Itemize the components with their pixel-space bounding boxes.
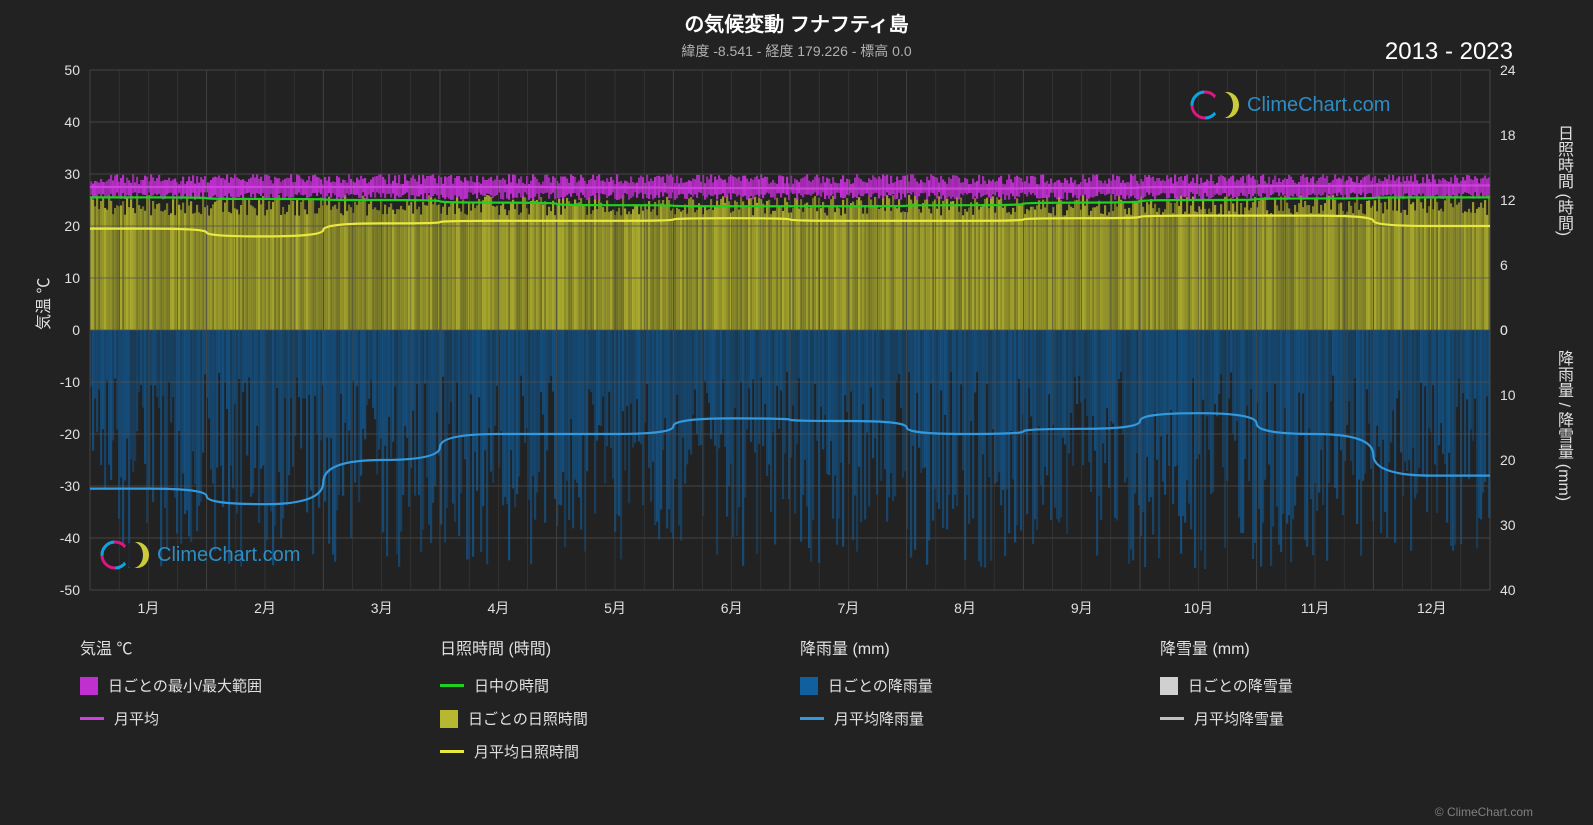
legend-header: 降雪量 (mm) <box>1160 635 1520 659</box>
legend-column: 降雨量 (mm) 日ごとの降雨量月平均降雨量 <box>800 635 1160 762</box>
left-axis-label: 気温 ℃ <box>30 278 54 330</box>
legend-label: 月平均 <box>114 708 159 729</box>
svg-text:0: 0 <box>1500 322 1508 338</box>
x-axis-month-label: 5月 <box>557 598 674 618</box>
legend-swatch <box>440 750 464 753</box>
svg-text:12: 12 <box>1500 192 1516 208</box>
x-axis-month-label: 12月 <box>1373 598 1490 618</box>
legend-column: 日照時間 (時間) 日中の時間日ごとの日照時間月平均日照時間 <box>440 635 800 762</box>
legend-header: 降雨量 (mm) <box>800 635 1160 659</box>
x-axis-month-label: 1月 <box>90 598 207 618</box>
legend-header: 気温 ℃ <box>80 635 440 659</box>
legend-label: 月平均降雨量 <box>834 708 924 729</box>
x-axis-month-label: 2月 <box>207 598 324 618</box>
legend-swatch <box>1160 717 1184 720</box>
legend-item: 月平均降雪量 <box>1160 708 1520 729</box>
x-axis-month-label: 6月 <box>673 598 790 618</box>
legend-swatch <box>80 677 98 695</box>
legend-swatch <box>440 684 464 687</box>
svg-text:-50: -50 <box>60 582 80 598</box>
legend: 気温 ℃ 日ごとの最小/最大範囲月平均 日照時間 (時間) 日中の時間日ごとの日照時間… <box>80 635 1520 762</box>
legend-item: 日ごとの日照時間 <box>440 708 800 729</box>
legend-label: 日中の時間 <box>474 675 549 696</box>
x-axis-month-label: 4月 <box>440 598 557 618</box>
legend-item: 日中の時間 <box>440 675 800 696</box>
legend-swatch <box>800 677 818 695</box>
svg-text:18: 18 <box>1500 127 1516 143</box>
x-axis-month-label: 7月 <box>790 598 907 618</box>
x-axis-month-label: 3月 <box>323 598 440 618</box>
legend-label: 日ごとの降雨量 <box>828 675 933 696</box>
svg-text:-40: -40 <box>60 530 80 546</box>
svg-text:24: 24 <box>1500 62 1516 78</box>
right-axis-bottom-label: 降雨量 / 降雪量 (mm) <box>1551 350 1575 501</box>
chart-title: の気候変動 フナフティ島 <box>0 0 1593 37</box>
x-axis-labels: 1月2月3月4月5月6月7月8月9月10月11月12月 <box>90 598 1490 618</box>
year-range: 2013 - 2023 <box>1385 38 1513 66</box>
legend-label: 月平均降雪量 <box>1194 708 1284 729</box>
legend-column: 降雪量 (mm) 日ごとの降雪量月平均降雪量 <box>1160 635 1520 762</box>
right-axis-top-label: 日照時間 (時間) <box>1551 125 1575 236</box>
svg-text:0: 0 <box>72 322 80 338</box>
chart-svg: -50-40-30-20-100102030405006121824010203… <box>90 70 1490 590</box>
svg-text:6: 6 <box>1500 257 1508 273</box>
svg-text:ClimeChart.com: ClimeChart.com <box>1247 94 1390 116</box>
legend-column: 気温 ℃ 日ごとの最小/最大範囲月平均 <box>80 635 440 762</box>
legend-swatch <box>80 717 104 720</box>
legend-label: 日ごとの日照時間 <box>468 708 588 729</box>
legend-item: 月平均降雨量 <box>800 708 1160 729</box>
svg-text:-10: -10 <box>60 374 80 390</box>
legend-item: 日ごとの降雨量 <box>800 675 1160 696</box>
legend-swatch <box>1160 677 1178 695</box>
legend-swatch <box>800 717 824 720</box>
svg-text:30: 30 <box>1500 517 1516 533</box>
svg-text:-20: -20 <box>60 426 80 442</box>
legend-label: 日ごとの降雪量 <box>1188 675 1293 696</box>
svg-text:20: 20 <box>64 218 80 234</box>
legend-label: 月平均日照時間 <box>474 741 579 762</box>
copyright: © ClimeChart.com <box>1435 805 1533 819</box>
svg-text:20: 20 <box>1500 452 1516 468</box>
legend-item: 日ごとの最小/最大範囲 <box>80 675 440 696</box>
svg-text:30: 30 <box>64 166 80 182</box>
plot-area: -50-40-30-20-100102030405006121824010203… <box>90 70 1490 590</box>
svg-text:10: 10 <box>64 270 80 286</box>
x-axis-month-label: 8月 <box>907 598 1024 618</box>
svg-text:40: 40 <box>64 114 80 130</box>
legend-label: 日ごとの最小/最大範囲 <box>108 675 262 696</box>
svg-text:40: 40 <box>1500 582 1516 598</box>
svg-text:ClimeChart.com: ClimeChart.com <box>157 544 300 566</box>
x-axis-month-label: 10月 <box>1140 598 1257 618</box>
legend-swatch <box>440 710 458 728</box>
legend-item: 月平均 <box>80 708 440 729</box>
x-axis-month-label: 9月 <box>1023 598 1140 618</box>
legend-item: 月平均日照時間 <box>440 741 800 762</box>
legend-header: 日照時間 (時間) <box>440 635 800 659</box>
legend-item: 日ごとの降雪量 <box>1160 675 1520 696</box>
svg-text:10: 10 <box>1500 387 1516 403</box>
x-axis-month-label: 11月 <box>1257 598 1374 618</box>
svg-text:50: 50 <box>64 62 80 78</box>
svg-text:-30: -30 <box>60 478 80 494</box>
chart-subtitle: 緯度 -8.541 - 経度 179.226 - 標高 0.0 <box>0 37 1593 61</box>
